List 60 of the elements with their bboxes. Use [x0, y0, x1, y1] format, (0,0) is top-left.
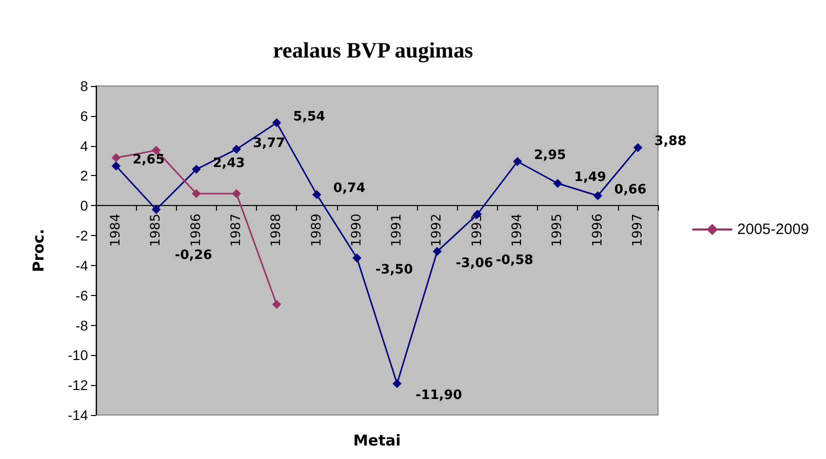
point — [513, 157, 522, 166]
x-tick-label: 1995 — [550, 214, 566, 247]
data-label: 2,43 — [212, 156, 245, 171]
x-tick-label: 1996 — [590, 214, 606, 247]
point — [633, 143, 642, 152]
x-tick-label: 1991 — [390, 214, 405, 247]
chart-title: realaus BVP augimas — [272, 38, 474, 62]
y-tick-label: 0 — [80, 198, 88, 214]
data-label: -3,06 — [456, 256, 494, 271]
point — [272, 300, 282, 309]
x-axis-title: Metai — [353, 432, 401, 450]
y-tick-label: -10 — [68, 347, 88, 364]
x-tick-label: 1994 — [510, 214, 525, 247]
y-tick-label: 6 — [80, 108, 88, 124]
y-tick-label: -2 — [76, 228, 88, 244]
y-tick-label: 2 — [80, 168, 88, 184]
y-tick-label: -14 — [68, 407, 88, 423]
y-tick-label: -8 — [76, 317, 88, 334]
point — [352, 253, 362, 262]
x-tick-label: 1990 — [349, 214, 364, 247]
point — [152, 205, 161, 214]
point — [112, 153, 121, 162]
y-tick-label: -4 — [76, 257, 88, 274]
data-label: 1,49 — [574, 170, 606, 185]
data-label: 2,95 — [534, 148, 566, 164]
data-label: 0,66 — [614, 182, 646, 198]
x-tick-label: 1997 — [630, 214, 646, 247]
x-tick-label: 1992 — [430, 214, 445, 247]
data-label: 5,54 — [293, 109, 326, 124]
point — [432, 246, 442, 256]
x-tick-label: 1985 — [148, 214, 164, 247]
y-tick-label: -12 — [68, 377, 88, 394]
point — [312, 190, 322, 200]
point — [553, 178, 562, 188]
data-label: -0,26 — [174, 248, 212, 264]
x-tick-label: 1986 — [188, 214, 204, 247]
point — [272, 118, 282, 128]
data-label: 2,65 — [132, 152, 165, 168]
y-axis-title: Proc. — [30, 228, 48, 272]
data-label: -0,58 — [496, 252, 534, 268]
x-tick-label: 1987 — [229, 214, 244, 247]
y-tick-label: 8 — [80, 78, 88, 94]
point — [192, 164, 201, 174]
point — [232, 189, 241, 198]
point — [112, 162, 121, 171]
point — [232, 144, 241, 154]
x-tick-label: 1989 — [309, 214, 324, 247]
x-tick-label: 1984 — [108, 214, 124, 247]
data-label: 3,77 — [253, 136, 286, 151]
y-tick-label: -6 — [76, 287, 88, 304]
y-tick-label: 4 — [80, 138, 88, 154]
legend-label: 2005-2009 — [737, 221, 809, 238]
point — [593, 191, 602, 200]
data-label: 3,88 — [654, 134, 687, 150]
data-label: -11,90 — [416, 388, 462, 404]
data-label: 0,74 — [333, 181, 366, 196]
point — [192, 189, 201, 198]
point — [392, 379, 402, 388]
data-label: -3,50 — [375, 262, 413, 278]
x-tick-label: 1988 — [269, 214, 284, 247]
